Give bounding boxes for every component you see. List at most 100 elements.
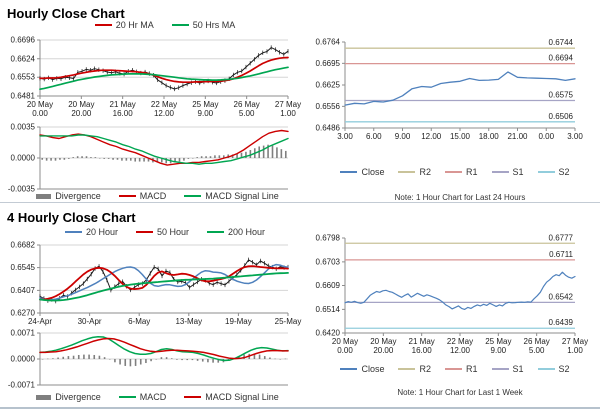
legend-item-r1: R1 [445,167,478,177]
legend-label: S2 [558,167,570,177]
svg-text:5.00: 5.00 [529,346,545,355]
svg-text:0.6625: 0.6625 [316,81,341,90]
svg-text:0.6711: 0.6711 [549,250,573,259]
legend-label: Close [361,364,385,374]
legend-label: 20 Hour [85,227,118,237]
svg-text:9.00: 9.00 [491,346,507,355]
legend-item-close: Close [340,167,384,177]
svg-text:20.00: 20.00 [71,109,92,118]
legend-item-200hour: 200 Hour [207,227,265,237]
svg-text:0.6624: 0.6624 [11,54,36,63]
svg-text:19-May: 19-May [225,317,252,326]
svg-text:6-May: 6-May [128,317,150,326]
legend-item-r2: R2 [398,167,431,177]
svg-text:0.6556: 0.6556 [316,102,341,111]
svg-text:20 May: 20 May [68,100,94,109]
pivot-legend-24h: Close R2 R1 S1 S2 [335,167,575,177]
svg-text:0.6542: 0.6542 [549,292,574,301]
svg-text:12.00: 12.00 [421,132,442,141]
legend-item-s1: S1 [491,364,524,374]
svg-text:9.00: 9.00 [395,132,411,141]
svg-text:0.6545: 0.6545 [11,263,36,272]
svg-text:0.6506: 0.6506 [549,112,574,121]
legend-label: R2 [419,167,431,177]
svg-text:21 May: 21 May [110,100,136,109]
legend-item-macd-signal: MACD Signal Line [184,191,279,201]
section-title-4hourly: 4 Hourly Close Chart [7,210,136,225]
legend-item-20hour: 20 Hour [64,227,118,237]
cyan-line-swatch [537,171,555,173]
green-line-swatch [207,231,225,233]
red-line-swatch [184,396,202,398]
red-line-swatch [135,231,153,233]
blue-line-swatch [340,368,358,370]
legend-item-s2: S2 [537,364,570,374]
svg-text:0.00: 0.00 [538,132,554,141]
note-week: Note: 1 Hour Chart for Last 1 Week [397,388,523,397]
legend-label: R1 [466,167,478,177]
legend-item-divergence: Divergence [36,191,101,201]
legend-item-r2: R2 [398,364,431,374]
svg-text:0.6609: 0.6609 [316,281,341,290]
legend-item-s1: S1 [491,167,524,177]
svg-text:21.00: 21.00 [507,132,528,141]
svg-text:25 May: 25 May [192,100,218,109]
legend-item-macd-signal: MACD Signal Line [184,392,279,402]
svg-text:0.6764: 0.6764 [316,38,341,47]
svg-text:-0.0071: -0.0071 [8,381,36,390]
svg-text:0.00: 0.00 [337,346,353,355]
svg-text:0.6481: 0.6481 [11,92,36,101]
cyan-line-swatch [537,368,555,370]
svg-text:0.6777: 0.6777 [549,233,574,242]
hourly-ma-legend: 20 Hr MA 50 Hrs MA [40,20,290,30]
svg-text:24-Apr: 24-Apr [28,317,52,326]
section-divider [0,202,600,203]
svg-text:20.00: 20.00 [373,346,394,355]
svg-text:27 May: 27 May [275,100,301,109]
legend-label: Close [361,167,385,177]
svg-text:26 May: 26 May [234,100,260,109]
section-title-hourly: Hourly Close Chart [7,6,125,21]
svg-text:12.00: 12.00 [450,346,471,355]
svg-text:30-Apr: 30-Apr [78,317,102,326]
legend-item-close: Close [340,364,384,374]
legend-item-50hr-ma: 50 Hrs MA [171,20,235,30]
svg-text:0.6695: 0.6695 [316,59,341,68]
svg-text:0.6694: 0.6694 [549,54,574,63]
legend-label: 200 Hour [228,227,266,237]
legend-item-50hour: 50 Hour [135,227,189,237]
legend-item-r1: R1 [445,364,478,374]
svg-text:13-May: 13-May [175,317,202,326]
four-hourly-macd-chart: 0.0071 0.0000 -0.0071 [8,329,289,390]
svg-text:20 May: 20 May [332,337,358,346]
svg-text:0.6486: 0.6486 [316,124,341,133]
svg-text:-0.0035: -0.0035 [8,185,36,194]
svg-text:0.6270: 0.6270 [11,309,36,318]
svg-text:3.00: 3.00 [567,132,583,141]
svg-text:1.00: 1.00 [280,109,296,118]
legend-label: R1 [466,364,478,374]
pink-line-swatch [445,368,462,370]
svg-text:20 May: 20 May [27,100,53,109]
hourly-macd-legend: Divergence MACD MACD Signal Line [25,191,290,201]
legend-item-divergence: Divergence [36,392,101,402]
svg-text:16.00: 16.00 [412,346,433,355]
svg-text:3.00: 3.00 [337,132,353,141]
svg-text:21 May: 21 May [409,337,435,346]
svg-text:25 May: 25 May [485,337,511,346]
green-line-swatch [118,396,136,398]
svg-text:22 May: 22 May [151,100,177,109]
legend-item-macd: MACD [118,392,166,402]
lavender-line-swatch [491,368,509,370]
gray-bar-swatch [36,193,52,199]
svg-text:0.0000: 0.0000 [11,355,36,364]
four-hourly-ma-legend: 20 Hour 50 Hour 200 Hour [40,227,290,237]
svg-text:12.00: 12.00 [154,109,175,118]
svg-text:18.00: 18.00 [479,132,500,141]
blue-line-swatch [64,231,82,233]
red-line-swatch [118,195,136,197]
legend-label: 20 Hr MA [115,20,154,30]
svg-text:25-May: 25-May [275,317,302,326]
hourly-macd-chart: 0.0035 0.0000 -0.0035 [8,123,289,194]
